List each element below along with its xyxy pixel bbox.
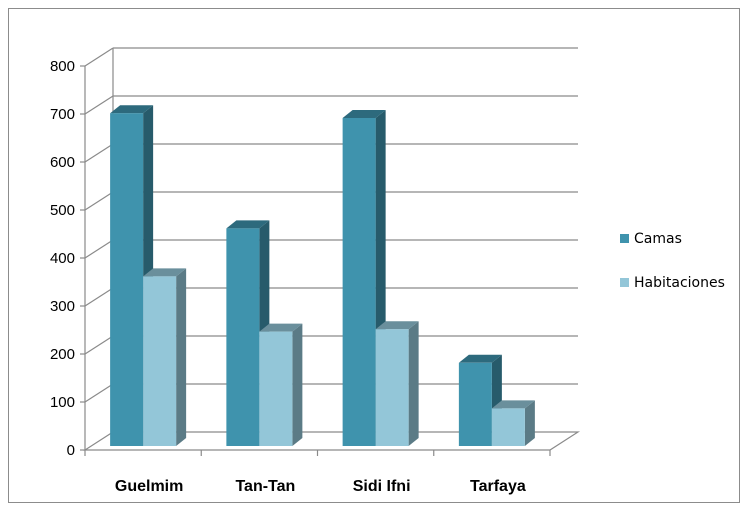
bar-side — [408, 321, 419, 446]
gridline-depth — [84, 47, 114, 67]
chart-floor — [82, 431, 581, 451]
y-tick-label: 200 — [50, 346, 75, 363]
bar-front — [259, 331, 293, 446]
y-tick-label: 300 — [50, 298, 75, 315]
bar-side — [524, 400, 535, 446]
bar-front — [491, 408, 525, 446]
legend-swatch — [620, 278, 629, 287]
bar-side — [292, 323, 303, 446]
x-category-label: Tan-Tan — [235, 478, 295, 495]
x-category-label: Guelmim — [115, 478, 183, 495]
bar-habitaciones-sidi-ifni — [375, 321, 419, 446]
bar-habitaciones-guelmim — [143, 268, 187, 446]
gridline-depth — [84, 239, 114, 259]
gridline-depth — [84, 95, 114, 115]
y-tick-label: 0 — [67, 442, 75, 459]
x-axis-categories: Guelmim Tan-Tan Sidi Ifni Tarfaya — [115, 478, 526, 495]
bar-top — [143, 268, 187, 277]
bar-front — [375, 329, 409, 446]
bar-top — [458, 354, 502, 363]
bar-camas-sidi-ifni — [342, 110, 386, 446]
bar-side — [176, 268, 187, 446]
x-category-label: Sidi Ifni — [353, 478, 411, 495]
y-tick-label: 800 — [50, 58, 75, 75]
x-category-label: Tarfaya — [470, 478, 526, 495]
bar-habitaciones-tarfaya — [491, 400, 535, 446]
legend-item-camas: Camas — [620, 231, 682, 247]
gridline-depth — [84, 143, 114, 163]
bar-front — [143, 276, 177, 446]
bar-front — [342, 118, 376, 446]
y-axis-ticks: 0 100 200 300 400 500 600 700 800 — [50, 58, 75, 459]
gridline-depth — [84, 191, 114, 211]
legend-label: Camas — [634, 231, 682, 247]
bar-top — [375, 321, 419, 330]
bar-front — [458, 362, 492, 446]
bar-front — [226, 228, 260, 446]
bar-front — [110, 113, 144, 446]
legend-label: Habitaciones — [634, 275, 725, 291]
gridline-depth — [84, 335, 114, 355]
y-tick-label: 100 — [50, 394, 75, 411]
bar-habitaciones-tan-tan — [259, 323, 303, 446]
legend: Camas Habitaciones — [620, 231, 725, 291]
y-tick-label: 400 — [50, 250, 75, 267]
bar-camas-tarfaya — [458, 354, 502, 446]
legend-swatch — [620, 234, 629, 243]
bar-top — [226, 220, 270, 229]
y-tick-label: 600 — [50, 154, 75, 171]
gridline-depth — [84, 383, 114, 403]
legend-item-habitaciones: Habitaciones — [620, 275, 725, 291]
bar-top — [342, 110, 386, 118]
bar-top — [491, 400, 535, 409]
bar-top — [110, 105, 154, 114]
bar-top — [259, 323, 303, 332]
y-tick-label: 500 — [50, 202, 75, 219]
y-tick-label: 700 — [50, 106, 75, 123]
chart-bars — [110, 105, 535, 446]
gridline-depth — [84, 287, 114, 307]
